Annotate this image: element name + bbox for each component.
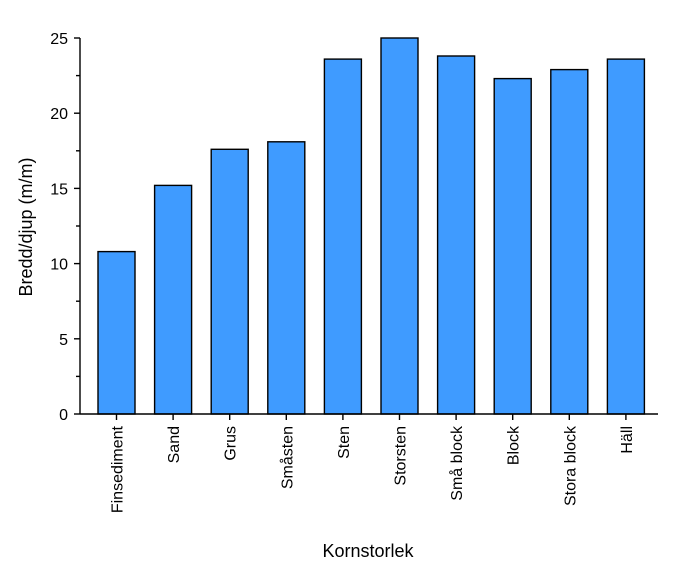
- bar-små-block: [436, 55, 476, 415]
- x-tick-label: Sand: [166, 426, 183, 463]
- bar-småsten: [267, 141, 306, 415]
- x-tick-label: Häll: [619, 426, 636, 454]
- x-axis-title: Kornstorlek: [322, 541, 414, 561]
- x-tick-label: Stora block: [562, 425, 579, 506]
- y-axis: 0 5 10 15 20 25: [50, 31, 81, 424]
- x-tick-label: Storsten: [393, 426, 410, 486]
- x-tick-label: Grus: [223, 426, 240, 461]
- bar-stora-block: [550, 68, 589, 415]
- bar-finsediment: [97, 250, 136, 415]
- bar-storsten: [380, 37, 419, 415]
- bar-grus: [210, 148, 249, 415]
- y-tick-label: 0: [59, 407, 68, 424]
- y-tick-label: 5: [59, 332, 68, 349]
- bar-sten: [323, 58, 363, 415]
- bar-block: [493, 77, 532, 415]
- x-tick-label: Sten: [336, 426, 353, 459]
- x-tick-label: Småsten: [278, 426, 296, 489]
- y-tick-label: 20: [50, 106, 68, 123]
- x-tick-label: Finsediment: [110, 425, 127, 513]
- y-tick-label: 10: [50, 257, 68, 274]
- bar-sand: [153, 184, 193, 415]
- bar-häll: [606, 58, 646, 415]
- x-tick-label: Små block: [448, 425, 466, 501]
- bars-group: [97, 37, 646, 415]
- y-axis-title: Bredd/djup (m/m): [16, 157, 36, 296]
- x-tick-label: Block: [506, 425, 523, 465]
- y-tick-label: 15: [50, 181, 68, 198]
- y-tick-label: 25: [50, 31, 68, 48]
- x-axis: Finsediment Sand Grus Småsten Sten Storsten Sm…: [80, 413, 658, 513]
